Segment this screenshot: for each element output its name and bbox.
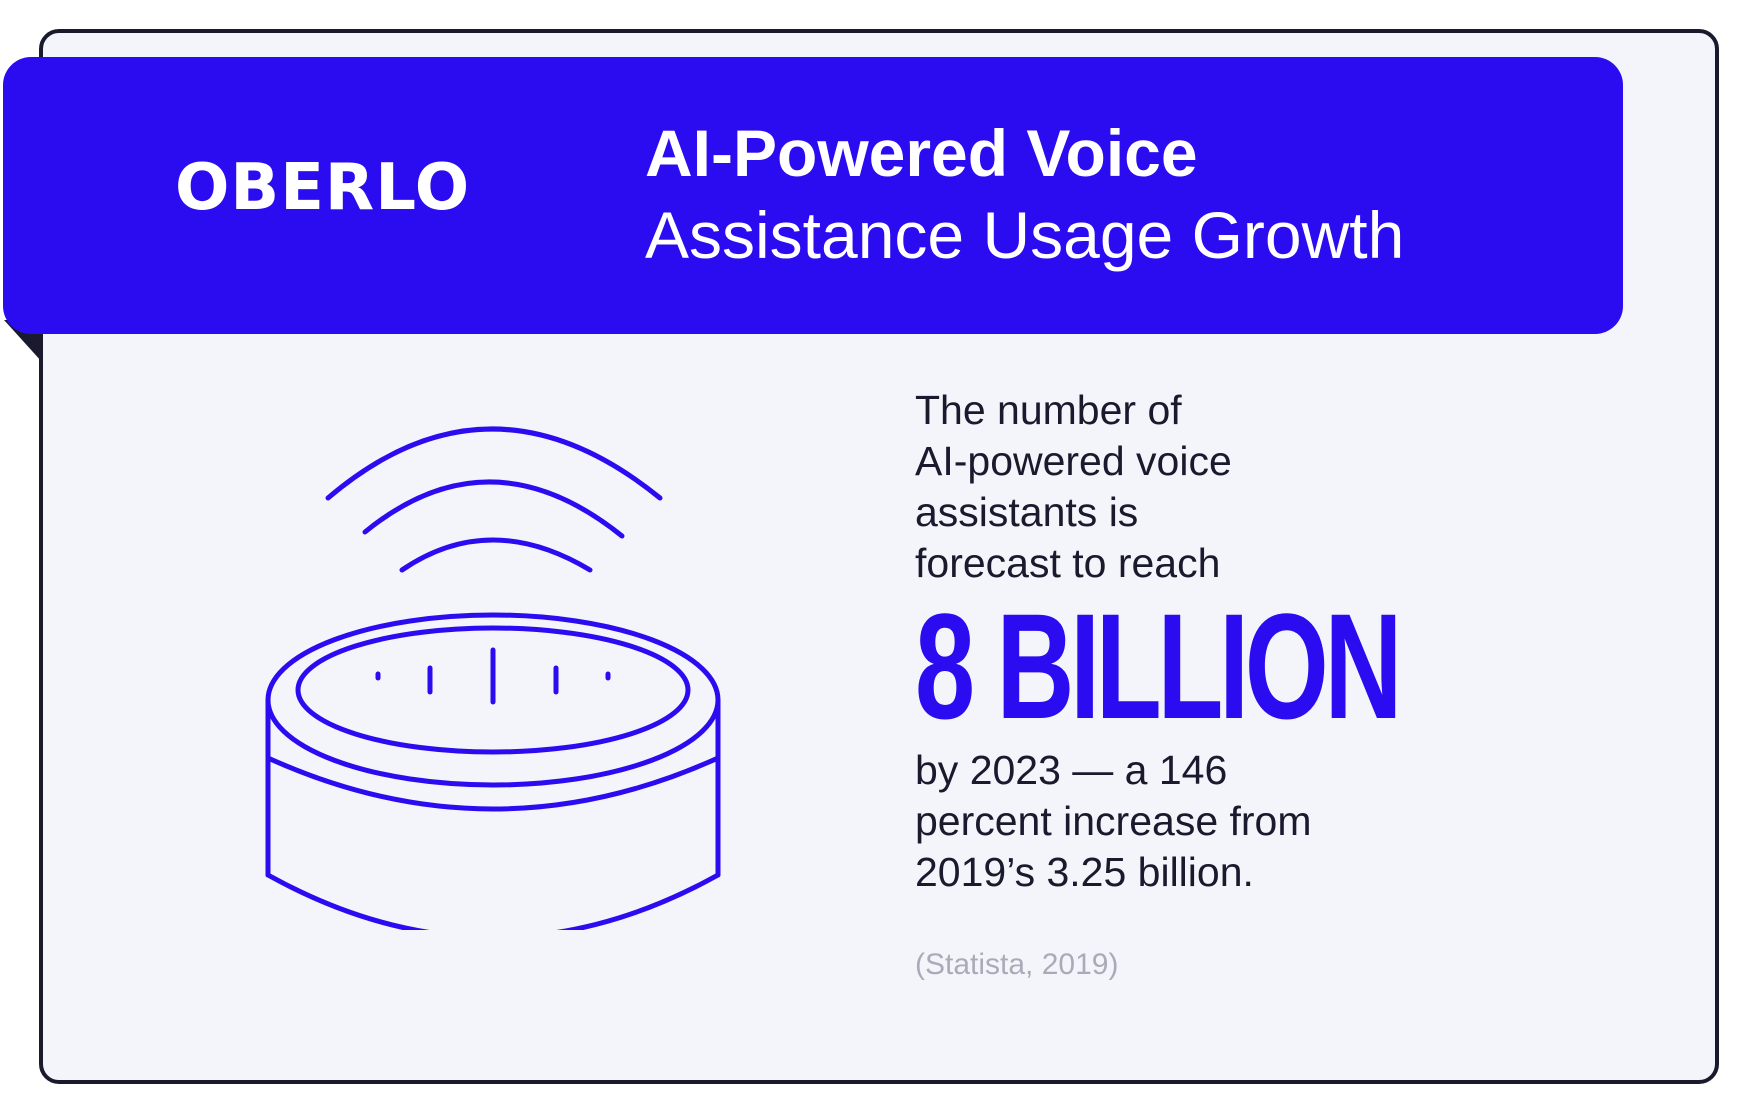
sound-wave-middle xyxy=(362,479,625,539)
title-line-1: AI-Powered Voice xyxy=(645,116,1198,190)
oberlo-logo: OBERLO xyxy=(175,151,471,225)
stat-intro-line: The number of xyxy=(915,387,1182,433)
stat-intro-line: assistants is xyxy=(915,489,1139,535)
stat-block: The number of AI-powered voice assistant… xyxy=(915,385,1535,898)
speaker-top-face xyxy=(295,625,691,755)
page-title: AI-Powered Voice Assistance Usage Growth xyxy=(645,112,1545,276)
title-line-2: Assistance Usage Growth xyxy=(645,198,1405,272)
speaker-base xyxy=(265,872,721,930)
sound-wave-inner xyxy=(399,537,593,573)
stat-outro-line: by 2023 — a 146 xyxy=(915,747,1228,793)
speaker-band xyxy=(265,755,721,812)
source-citation: (Statista, 2019) xyxy=(915,948,1119,981)
stat-outro-line: percent increase from xyxy=(915,798,1312,844)
stat-outro-line: 2019’s 3.25 billion. xyxy=(915,849,1254,895)
highlight-figure: 8 BILLION xyxy=(915,582,1402,750)
stat-intro-line: forecast to reach xyxy=(915,540,1221,586)
stat-intro-line: AI-powered voice xyxy=(915,438,1232,484)
sound-wave-outer xyxy=(325,426,663,501)
smart-speaker-icon xyxy=(260,410,740,930)
header-banner xyxy=(3,57,1623,334)
